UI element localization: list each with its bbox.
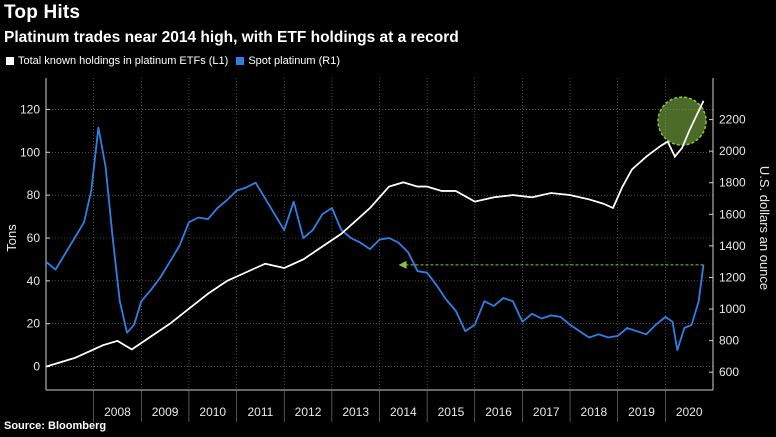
y-right-tick-label: 1600 — [719, 207, 746, 221]
series-line-etf-holdings-overlay — [45, 100, 705, 368]
x-tick-label: 2018 — [581, 405, 608, 419]
y-right-tick-label: 2000 — [719, 144, 746, 158]
y-right-tick-label: 600 — [719, 365, 739, 379]
series-layer — [45, 100, 705, 368]
x-tick-label: 2013 — [342, 405, 369, 419]
y-right-tick-label: 1800 — [719, 176, 746, 190]
legend-item-spot: Spot platinum (R1) — [236, 55, 340, 67]
x-tick-label: 2009 — [152, 405, 179, 419]
y-right-tick-label: 1000 — [719, 302, 746, 316]
y-right-tick-label: 800 — [719, 334, 739, 348]
y-right-tick-label: 2200 — [719, 113, 746, 127]
y-left-tick-label: 20 — [27, 317, 41, 331]
x-tick-label: 2008 — [104, 405, 131, 419]
y-left-tick-label: 40 — [27, 274, 41, 288]
grid — [46, 78, 713, 388]
annotation-highlight-circle — [657, 96, 707, 146]
x-tick-label: 2012 — [295, 405, 322, 419]
x-tick-label: 2017 — [533, 405, 560, 419]
y-right-tick-label: 1400 — [719, 239, 746, 253]
annotation-layer — [45, 96, 707, 368]
y-left-tick-label: 120 — [20, 102, 40, 116]
y-left-tick-label: 100 — [20, 145, 40, 159]
axes — [45, 78, 714, 422]
y-left-tick-label: 60 — [27, 231, 41, 245]
legend-item-etf: Total known holdings in platinum ETFs (L… — [6, 55, 228, 67]
series-line-spot-platinum — [45, 126, 705, 352]
legend-swatch-spot — [236, 57, 245, 65]
legend-label-spot: Spot platinum (R1) — [248, 55, 341, 67]
annotation-arrow-head — [398, 260, 407, 269]
y-right-axis-title: U.S. dollars an ounce — [757, 166, 772, 290]
x-tick-label: 2011 — [247, 405, 273, 419]
y-left-tick-label: 0 — [33, 360, 40, 374]
axis-labels: 0 20 40 60 80 100 120 600 800 1000 1200 1400 1600 180… — [4, 102, 772, 419]
x-tick-label: 2020 — [676, 405, 703, 419]
y-left-tick-label: 80 — [27, 188, 41, 202]
x-tick-label: 2015 — [438, 405, 465, 419]
x-tick-label: 2010 — [199, 405, 226, 419]
legend: Total known holdings in platinum ETFs (L… — [6, 55, 340, 67]
source-note: Source: Bloomberg — [4, 420, 107, 432]
legend-swatch-etf — [6, 57, 14, 65]
x-tick-label: 2016 — [485, 405, 512, 419]
x-tick-label: 2014 — [390, 405, 417, 419]
chart-title: Top Hits — [4, 2, 81, 23]
y-left-axis-title: Tons — [4, 224, 19, 252]
y-right-tick-label: 1200 — [719, 270, 746, 284]
chart-subtitle: Platinum trades near 2014 high, with ETF… — [4, 29, 459, 46]
x-tick-label: 2019 — [628, 405, 655, 419]
series-line-etf-holdings — [45, 100, 705, 368]
legend-label-etf: Total known holdings in platinum ETFs (L… — [18, 55, 229, 67]
